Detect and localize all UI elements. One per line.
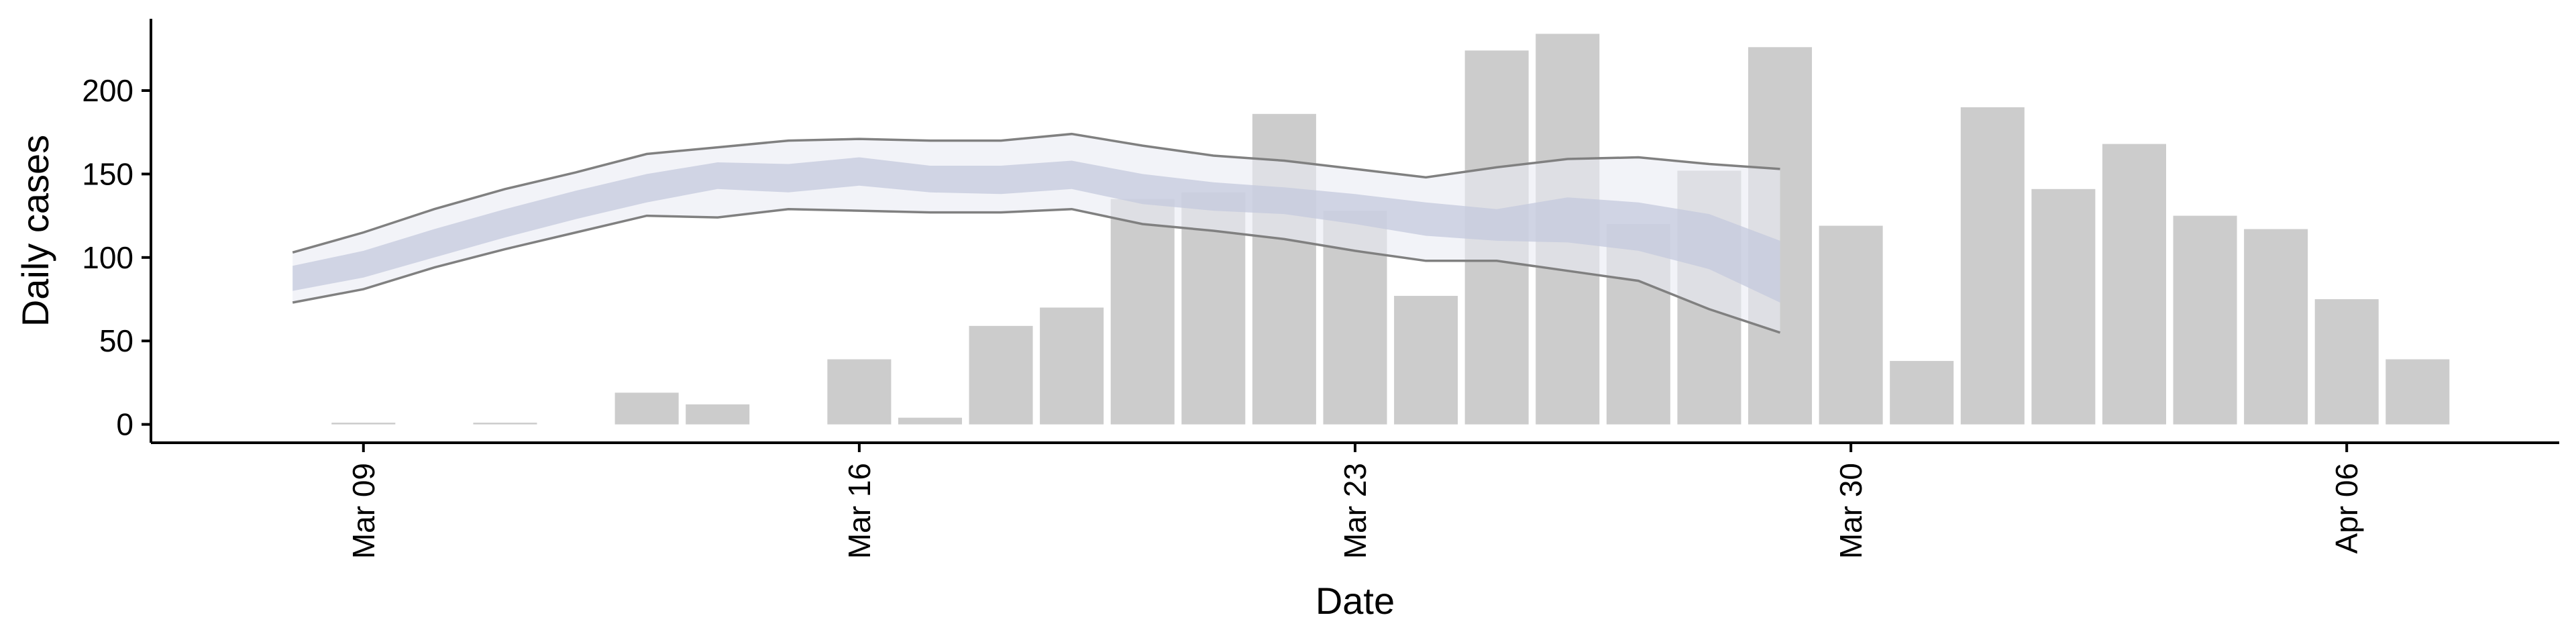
bar-2020-03-20 xyxy=(1110,199,1175,425)
bar-2020-03-24 xyxy=(1394,296,1458,425)
y-tick-label: 0 xyxy=(116,407,133,442)
bar-2020-04-05 xyxy=(2244,229,2308,425)
bars-layer xyxy=(331,34,2450,425)
x-tick-label: Mar 30 xyxy=(1833,463,1868,559)
bar-2020-03-13 xyxy=(614,392,679,425)
x-tick-label: Apr 06 xyxy=(2329,463,2364,554)
fit-band-layer xyxy=(292,132,1781,334)
bar-2020-03-31 xyxy=(1890,361,1954,425)
bar-2020-03-11 xyxy=(473,423,537,425)
y-axis-title: Daily cases xyxy=(14,135,56,327)
y-tick-label: 150 xyxy=(82,156,133,191)
bar-2020-03-30 xyxy=(1819,225,1883,425)
bar-2020-04-07 xyxy=(2385,359,2450,425)
y-tick-label: 100 xyxy=(82,240,133,275)
bar-2020-03-18 xyxy=(969,325,1033,425)
axes-layer: 0 50 100 150 200 Mar 09 Mar 16 Mar 23 Mar 30 Apr … xyxy=(82,19,2559,559)
bar-2020-04-01 xyxy=(1960,107,2025,425)
y-tick-label: 50 xyxy=(99,323,133,358)
bar-2020-03-19 xyxy=(1040,307,1104,425)
x-tick-label: Mar 09 xyxy=(346,463,381,559)
band-inner xyxy=(292,157,1780,303)
y-tick-label: 200 xyxy=(82,73,133,108)
bar-2020-03-17 xyxy=(898,417,962,425)
bar-2020-04-03 xyxy=(2102,144,2166,425)
band-upper-edge xyxy=(292,132,1780,254)
band-lower-edge xyxy=(292,207,1781,334)
bar-2020-03-16 xyxy=(827,359,892,425)
bar-2020-04-06 xyxy=(2314,299,2379,425)
x-tick-label: Mar 23 xyxy=(1338,463,1373,559)
x-axis-title: Date xyxy=(1316,580,1395,622)
bar-2020-04-02 xyxy=(2031,189,2096,425)
bar-2020-03-09 xyxy=(331,423,396,425)
bar-2020-03-14 xyxy=(686,404,750,425)
x-tick-label: Mar 16 xyxy=(842,463,877,559)
bar-2020-04-04 xyxy=(2173,215,2237,425)
